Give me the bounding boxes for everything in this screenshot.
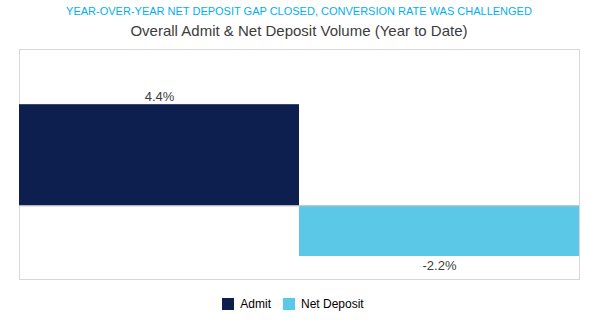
svg-text:-2.2%: -2.2% (423, 258, 457, 273)
html-text:Overall Admit & Net Deposit Vo: Overall Admit & Net Deposit Volume (Year… (130, 22, 468, 39)
html-text:Admit: Admit (240, 296, 271, 311)
svg-text:4.4%: 4.4% (145, 89, 175, 104)
html-text:YEAR-OVER-YEAR NET DEPOSIT GAP: YEAR-OVER-YEAR NET DEPOSIT GAP CLOSED, C… (66, 5, 532, 17)
html-text:Net Deposit: Net Deposit (301, 296, 364, 311)
